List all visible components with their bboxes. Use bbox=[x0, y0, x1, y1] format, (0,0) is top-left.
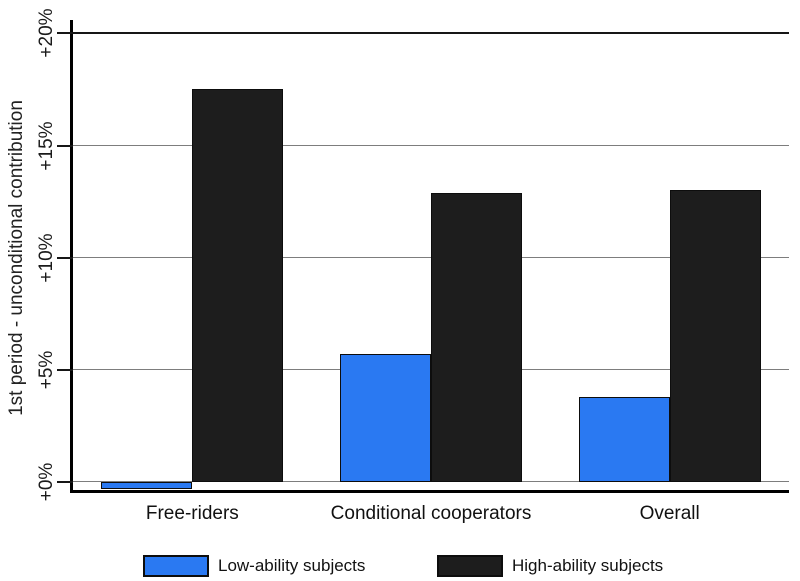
x-category-label-free-riders: Free-riders bbox=[145, 503, 239, 524]
legend-item-high-ability: High-ability subjects bbox=[437, 553, 663, 579]
y-tick-label--5-: +5% bbox=[36, 350, 57, 389]
y-tick-label--20-: +20% bbox=[36, 8, 57, 58]
y-tick-label--0-: +0% bbox=[36, 462, 57, 502]
y-tick--10- bbox=[57, 256, 73, 259]
legend-label-low-ability: Low-ability subjects bbox=[218, 556, 366, 575]
gridline--15- bbox=[73, 145, 789, 147]
bar-overall-high-ability-subjects bbox=[669, 190, 761, 482]
bar-free-riders-low-ability-subjects bbox=[101, 481, 193, 489]
y-tick--5- bbox=[57, 368, 73, 371]
bar-overall-low-ability-subjects bbox=[578, 396, 670, 482]
legend-swatch-high-ability bbox=[437, 555, 503, 577]
y-tick--15- bbox=[57, 144, 73, 147]
gridline--20- bbox=[73, 32, 789, 35]
gridline--0- bbox=[73, 481, 789, 483]
legend-label-high-ability: High-ability subjects bbox=[512, 556, 664, 575]
x-category-label-overall: Overall bbox=[639, 503, 700, 524]
y-tick--0- bbox=[57, 480, 73, 483]
y-tick--20- bbox=[57, 32, 73, 35]
x-category-label-conditional-cooperators: Conditional cooperators bbox=[330, 503, 532, 524]
legend-item-low-ability: Low-ability subjects bbox=[143, 553, 365, 579]
legend-swatch-low-ability bbox=[143, 555, 209, 577]
bar-conditional-cooperators-low-ability-subjects bbox=[340, 354, 431, 482]
y-tick-label--15-: +15% bbox=[36, 120, 57, 171]
y-tick-label--10-: +10% bbox=[36, 233, 57, 283]
bar-conditional-cooperators-high-ability-subjects bbox=[431, 192, 522, 482]
y-axis-title: 1st period - unconditional contribution bbox=[6, 100, 27, 416]
bar-free-riders-high-ability-subjects bbox=[192, 89, 284, 482]
plot-area: +0% +5% +10% +15% +20% bbox=[36, 9, 789, 501]
